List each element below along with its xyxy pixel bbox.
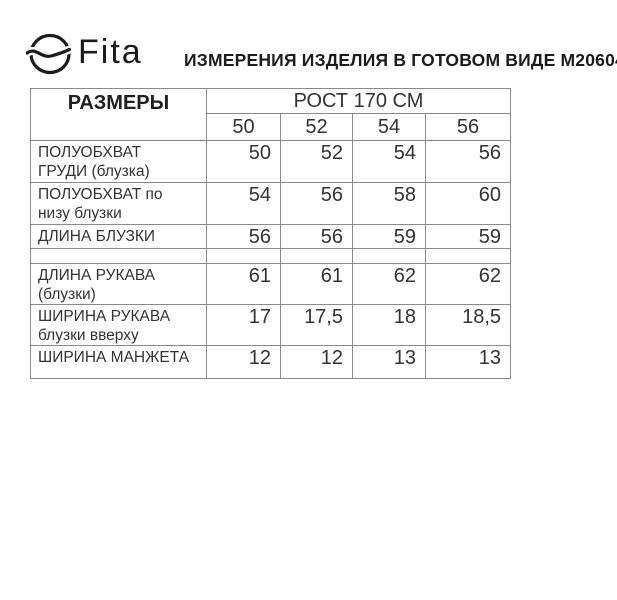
row-label-cell: ДЛИНА БЛУЗКИ xyxy=(30,224,207,249)
table-row-cuff-width: ШИРИНА МАНЖЕТА 12 12 13 13 xyxy=(30,345,512,379)
value-cell: 60 xyxy=(424,182,512,225)
value-cell xyxy=(352,248,426,264)
table-header-row: РАЗМЕРЫ РОСТ 170 СМ xyxy=(30,88,512,141)
value-cell: 62 xyxy=(352,263,426,305)
value-cell: 52 xyxy=(280,140,353,183)
row-label-cell: ШИРИНА РУКАВА блузки вверху xyxy=(30,304,207,346)
corner-header-cell: РАЗМЕРЫ xyxy=(30,88,207,141)
value-cell: 59 xyxy=(352,224,426,249)
size-header-cell: 52 xyxy=(280,113,353,141)
row-label-cell: ШИРИНА МАНЖЕТА xyxy=(30,345,207,379)
value-cell: 56 xyxy=(424,140,512,183)
height-group-header-cell: РОСТ 170 СМ xyxy=(205,88,512,114)
brand-logo: Fita xyxy=(26,31,143,77)
value-cell: 18 xyxy=(352,304,426,346)
table-row-sleeve-width: ШИРИНА РУКАВА блузки вверху 17 17,5 18 1… xyxy=(30,304,512,346)
value-cell: 54 xyxy=(352,140,426,183)
spacer-row xyxy=(30,248,512,264)
value-cell xyxy=(206,248,281,264)
fita-globe-icon xyxy=(26,33,72,75)
value-cell: 17,5 xyxy=(280,304,353,346)
size-header-cell: 50 xyxy=(206,113,281,141)
value-cell: 61 xyxy=(206,263,281,305)
measurements-table: РАЗМЕРЫ РОСТ 170 СМ 50 52 54 56 ПОЛУОБХВ… xyxy=(30,88,512,379)
table-row-hem: ПОЛУОБХВАТ по низу блузки 54 56 58 60 xyxy=(30,182,512,225)
row-label-cell: ПОЛУОБХВАТ ГРУДИ (блузка) xyxy=(30,140,207,183)
value-cell: 17 xyxy=(206,304,281,346)
row-label-cell: ПОЛУОБХВАТ по низу блузки xyxy=(30,182,207,225)
value-cell: 56 xyxy=(206,224,281,249)
value-cell: 61 xyxy=(280,263,353,305)
table-row-bust: ПОЛУОБХВАТ ГРУДИ (блузка) 50 52 54 56 xyxy=(30,140,512,183)
value-cell: 54 xyxy=(206,182,281,225)
brand-name: Fita xyxy=(78,33,143,71)
size-header-cell: 54 xyxy=(352,113,426,141)
row-label-cell xyxy=(30,248,207,264)
row-label-cell: ДЛИНА РУКАВА (блузки) xyxy=(30,263,207,305)
size-header-cell: 56 xyxy=(424,113,512,141)
table-row-blouse-length: ДЛИНА БЛУЗКИ 56 56 59 59 xyxy=(30,224,512,249)
page-title: ИЗМЕРЕНИЯ ИЗДЕЛИЯ В ГОТОВОМ ВИДЕ М20604 xyxy=(184,50,617,70)
table-row-sleeve-length: ДЛИНА РУКАВА (блузки) 61 61 62 62 xyxy=(30,263,512,305)
value-cell: 56 xyxy=(280,224,353,249)
value-cell: 56 xyxy=(280,182,353,225)
value-cell: 12 xyxy=(280,345,353,379)
value-cell: 50 xyxy=(206,140,281,183)
value-cell: 13 xyxy=(424,345,512,379)
value-cell: 58 xyxy=(352,182,426,225)
value-cell xyxy=(280,248,353,264)
value-cell: 62 xyxy=(424,263,512,305)
value-cell: 59 xyxy=(424,224,512,249)
value-cell: 18,5 xyxy=(424,304,512,346)
value-cell: 13 xyxy=(352,345,426,379)
value-cell xyxy=(424,248,512,264)
value-cell: 12 xyxy=(206,345,281,379)
